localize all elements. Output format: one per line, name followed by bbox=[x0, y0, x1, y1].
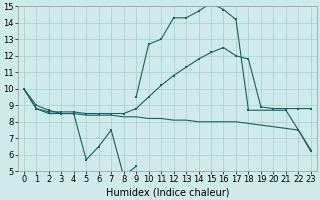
X-axis label: Humidex (Indice chaleur): Humidex (Indice chaleur) bbox=[106, 187, 229, 197]
